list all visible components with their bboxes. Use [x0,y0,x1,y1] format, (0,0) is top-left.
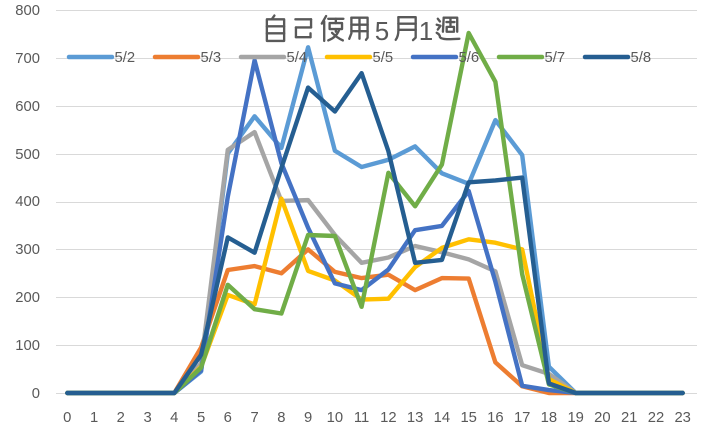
svg-text:0: 0 [32,386,40,402]
svg-text:12: 12 [380,410,396,426]
svg-text:21: 21 [621,410,637,426]
svg-text:300: 300 [15,242,40,258]
svg-text:1: 1 [419,16,433,46]
svg-text:5/8: 5/8 [631,50,652,66]
svg-text:11: 11 [354,410,369,426]
svg-text:8: 8 [277,410,285,426]
svg-text:18: 18 [541,410,557,426]
svg-text:17: 17 [514,410,530,426]
svg-text:5/7: 5/7 [545,50,566,66]
svg-text:100: 100 [15,338,40,354]
svg-text:22: 22 [648,410,664,426]
svg-text:5: 5 [375,16,389,46]
svg-text:5: 5 [197,410,205,426]
svg-text:5/4: 5/4 [287,50,308,66]
svg-text:800: 800 [15,3,40,19]
svg-text:15: 15 [460,410,476,426]
svg-text:13: 13 [407,410,423,426]
svg-text:9: 9 [304,410,312,426]
svg-text:1: 1 [90,410,98,426]
svg-text:6: 6 [224,410,232,426]
svg-text:0: 0 [63,410,71,426]
svg-text:5/6: 5/6 [459,50,480,66]
svg-text:4: 4 [170,410,178,426]
svg-text:5/2: 5/2 [115,50,136,66]
svg-text:3: 3 [143,410,151,426]
svg-text:20: 20 [594,410,610,426]
svg-text:2: 2 [117,410,125,426]
svg-text:700: 700 [15,51,40,67]
svg-text:7: 7 [250,410,258,426]
svg-text:400: 400 [15,194,40,210]
svg-text:23: 23 [674,410,690,426]
svg-text:10: 10 [327,410,343,426]
svg-text:5/3: 5/3 [201,50,222,66]
svg-text:14: 14 [434,410,450,426]
svg-text:5/5: 5/5 [373,50,394,66]
svg-text:200: 200 [15,290,40,306]
svg-text:19: 19 [567,410,583,426]
svg-text:600: 600 [15,99,40,115]
svg-text:500: 500 [15,147,40,163]
svg-text:16: 16 [487,410,503,426]
